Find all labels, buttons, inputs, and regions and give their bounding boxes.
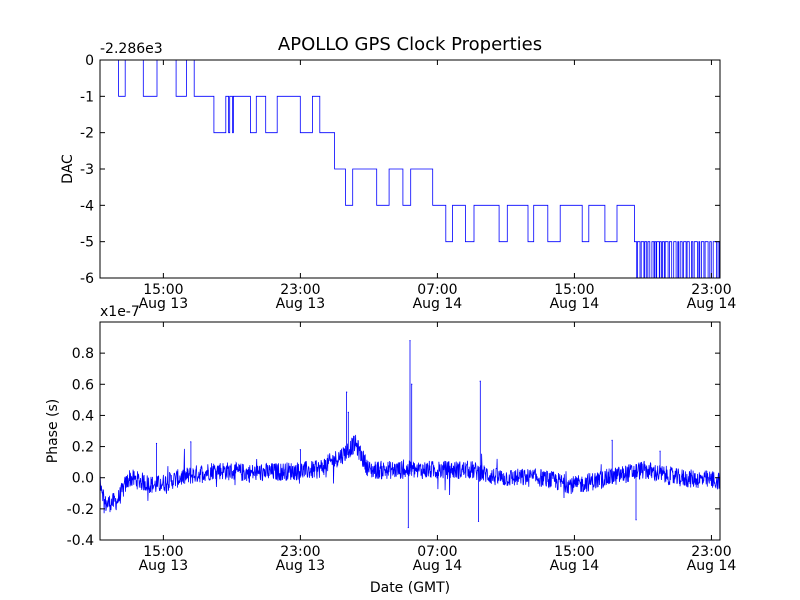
phase-spike-point (346, 391, 348, 393)
dac-xtick-label-time: 15:00 (554, 282, 594, 298)
phase-xtick-label-date: Aug 14 (550, 558, 600, 574)
x-axis-label: Date (GMT) (370, 580, 450, 596)
dac-xtick-label-date: Aug 14 (687, 296, 737, 312)
phase-y-axis-label: Phase (s) (45, 399, 61, 463)
dac-xtick-label-date: Aug 13 (276, 296, 326, 312)
phase-series-layer (99, 340, 721, 529)
phase-ytick-label: 0.6 (72, 377, 94, 393)
dac-ytick-label: 0 (85, 53, 94, 69)
phase-spike-point (190, 441, 192, 443)
phase-ytick-label: -0.4 (67, 533, 94, 549)
phase-spike-point (479, 380, 481, 382)
dac-series-line (100, 59, 720, 279)
dac-xtick-label-time: 15:00 (143, 282, 183, 298)
dac-series-layer (100, 59, 720, 279)
phase-ytick-label: 0.0 (72, 471, 94, 487)
phase-ytick-label: 0.2 (72, 440, 94, 456)
phase-offset-label: x1e-7 (100, 304, 140, 320)
phase-xtick-label-date: Aug 14 (687, 558, 737, 574)
dac-xtick-label-time: 23:00 (691, 282, 731, 298)
phase-spike-point (611, 439, 613, 441)
dac-ytick-label: -1 (80, 89, 94, 105)
phase-y-ticks: 0.8 0.6 0.4 0.2 0.0 -0.2 -0.4 (67, 346, 720, 549)
phase-xtick-label-date: Aug 13 (276, 558, 326, 574)
dac-y-ticks: 0 -1 -2 -3 -4 -5 -6 (80, 53, 720, 287)
phase-spike-point (407, 526, 409, 529)
phase-xtick-label-time: 15:00 (554, 544, 594, 560)
dac-ytick-label: -4 (80, 198, 94, 214)
phase-xtick-label-date: Aug 14 (413, 558, 463, 574)
phase-spike-point (155, 442, 158, 445)
dac-ytick-label: -6 (80, 271, 94, 287)
dac-xtick-label-date: Aug 13 (139, 296, 189, 312)
dac-xtick-label-time: 07:00 (417, 282, 457, 298)
phase-spike-point (409, 340, 411, 342)
phase-xtick-label-time: 23:00 (691, 544, 731, 560)
phase-spike-point (411, 383, 413, 385)
dac-y-axis-label: DAC (60, 154, 76, 184)
phase-xtick-label-time: 07:00 (417, 544, 457, 560)
dac-xtick-label-date: Aug 14 (413, 296, 463, 312)
dac-xtick-label-date: Aug 14 (550, 296, 600, 312)
phase-xtick-label-date: Aug 13 (139, 558, 189, 574)
phase-ytick-label: -0.2 (67, 502, 94, 518)
figure-title: APOLLO GPS Clock Properties (278, 34, 542, 55)
dac-ytick-label: -2 (80, 126, 94, 142)
phase-ytick-label: 0.4 (72, 408, 94, 424)
phase-spike-point (477, 520, 480, 522)
phase-ytick-label: 0.8 (72, 346, 94, 362)
dac-offset-label: -2.286e3 (100, 41, 163, 57)
phase-spike-point (347, 411, 349, 413)
phase-xtick-label-time: 23:00 (280, 544, 320, 560)
phase-xtick-label-time: 15:00 (143, 544, 183, 560)
dac-xtick-label-time: 23:00 (280, 282, 320, 298)
phase-series-line (99, 340, 721, 528)
phase-spike-point (635, 519, 637, 521)
dac-ytick-label: -3 (80, 162, 94, 178)
phase-spike-point (659, 450, 661, 452)
phase-spike-point (299, 449, 301, 451)
dac-ytick-label: -5 (80, 235, 94, 251)
phase-axes-frame (99, 321, 721, 541)
